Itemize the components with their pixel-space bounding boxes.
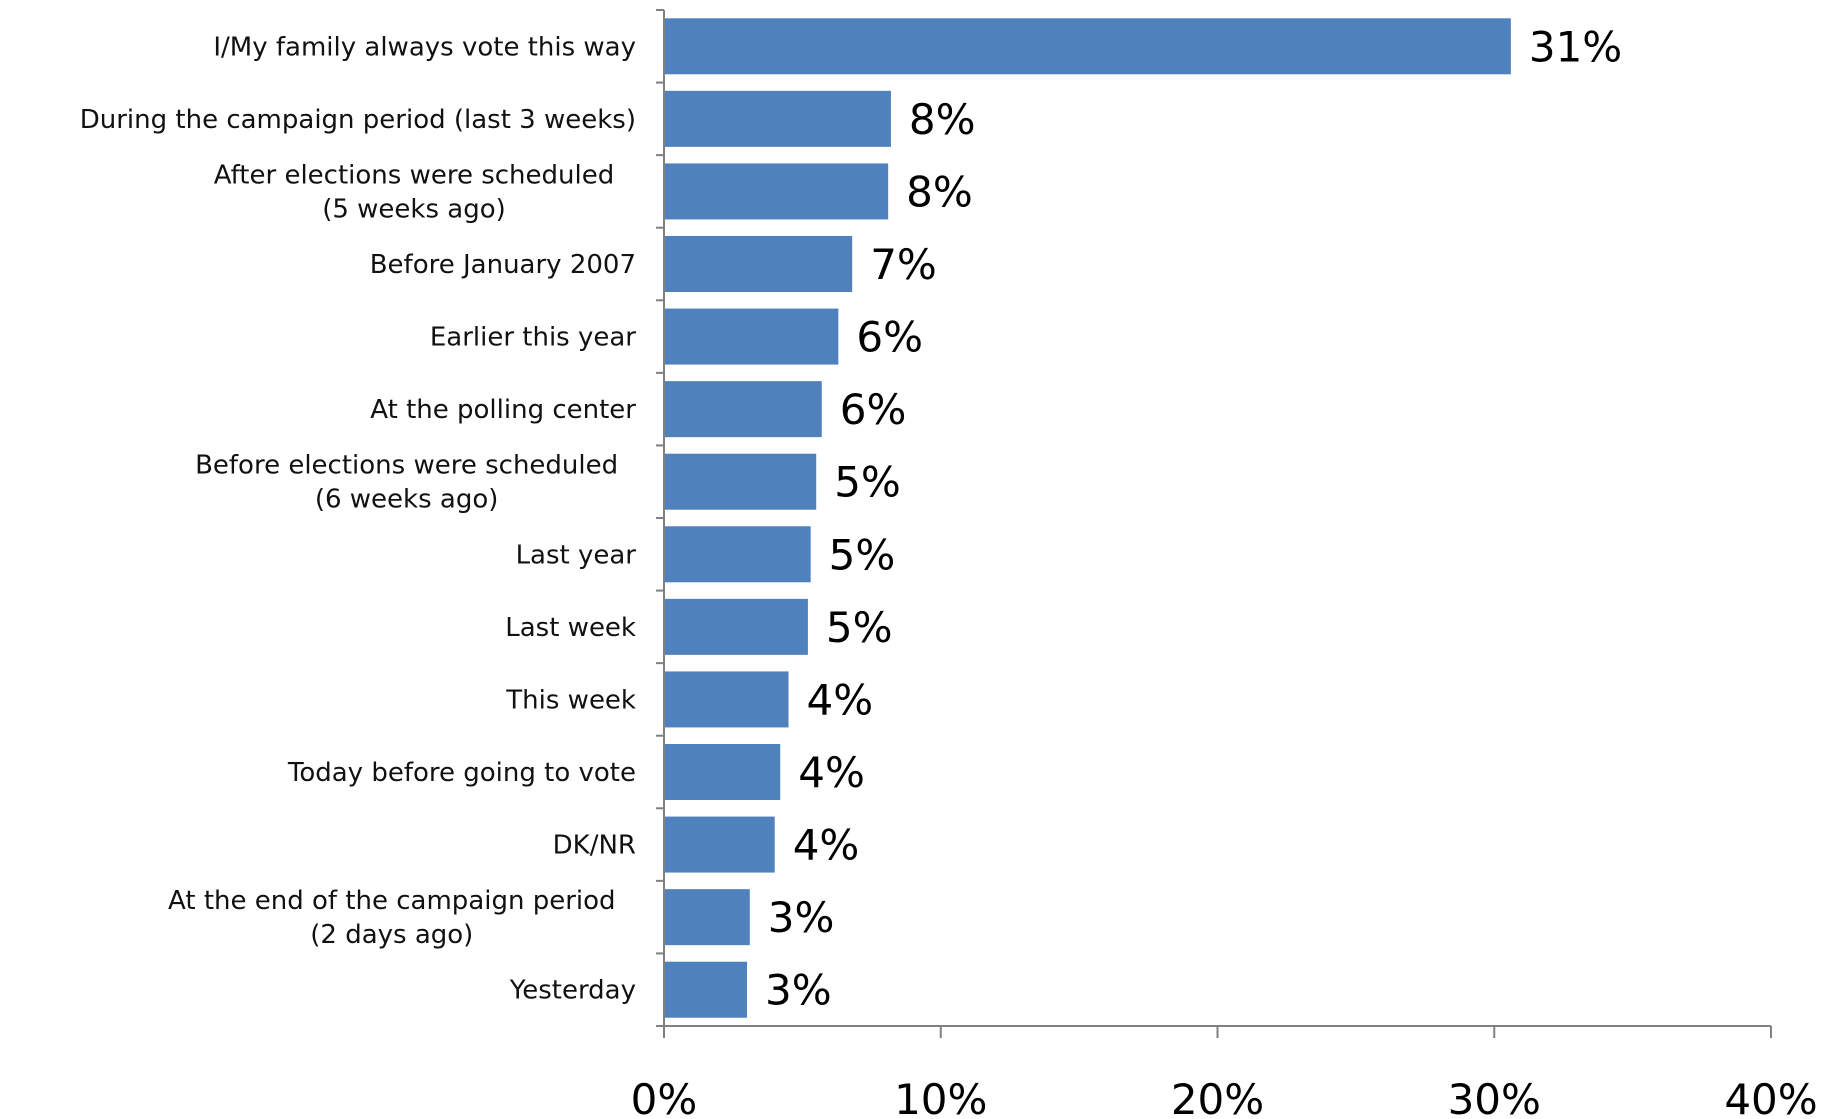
value-label: 8% bbox=[909, 95, 976, 144]
category-label: Last year bbox=[516, 540, 637, 570]
category-label: After elections were scheduled (5 weeks a… bbox=[214, 160, 615, 224]
category-label: Before January 2007 bbox=[370, 250, 636, 280]
category-label: Before elections were scheduled (6 weeks … bbox=[195, 451, 618, 515]
category-label: Earlier this year bbox=[430, 323, 636, 353]
category-label: Last week bbox=[505, 613, 636, 643]
bar-3 bbox=[665, 236, 853, 292]
bars-layer bbox=[665, 18, 1511, 1018]
category-label: This week bbox=[505, 685, 636, 715]
x-tick-label: 30% bbox=[1448, 1075, 1541, 1119]
value-label: 5% bbox=[829, 530, 896, 579]
x-axis-ticks: 0% 10% 20% 30% 40% bbox=[631, 9, 1818, 1119]
x-tick-label: 40% bbox=[1724, 1075, 1817, 1119]
x-tick-label: 0% bbox=[631, 1075, 698, 1119]
bar-10 bbox=[665, 744, 781, 800]
bar-11 bbox=[665, 816, 775, 873]
value-label: 31% bbox=[1529, 22, 1622, 71]
category-label: Yesterday bbox=[509, 976, 636, 1006]
bar-4 bbox=[665, 308, 839, 365]
category-label: DK/NR bbox=[553, 831, 636, 861]
value-label: 3% bbox=[765, 966, 832, 1015]
value-label: 5% bbox=[826, 603, 893, 652]
bar-0 bbox=[665, 18, 1511, 75]
category-labels: I/My family always vote this way During t… bbox=[80, 32, 637, 1005]
category-label: I/My family always vote this way bbox=[213, 32, 636, 62]
value-label: 4% bbox=[807, 675, 874, 724]
value-label: 6% bbox=[840, 385, 907, 434]
value-label: 8% bbox=[906, 167, 973, 216]
x-tick-label: 10% bbox=[894, 1075, 987, 1119]
category-label: At the polling center bbox=[370, 395, 636, 425]
value-label: 4% bbox=[793, 821, 860, 870]
bar-1 bbox=[665, 90, 891, 147]
value-label: 7% bbox=[870, 240, 937, 289]
value-label: 5% bbox=[834, 458, 901, 507]
bar-8 bbox=[665, 598, 808, 655]
value-label: 3% bbox=[768, 893, 835, 942]
x-tick-label: 20% bbox=[1171, 1075, 1264, 1119]
value-label: 6% bbox=[856, 313, 923, 362]
bar-9 bbox=[665, 671, 789, 728]
value-labels: 31% 8% 8% 7% 6% 6% 5% 5% 5% 4% 4% 4% 3% 3% bbox=[765, 22, 1622, 1014]
bar-2 bbox=[665, 163, 889, 220]
bar-5 bbox=[665, 381, 822, 438]
category-label: At the end of the campaign period (2 days… bbox=[168, 886, 616, 950]
bar-6 bbox=[665, 453, 817, 510]
value-label: 4% bbox=[798, 748, 865, 797]
category-label: Today before going to vote bbox=[287, 758, 636, 788]
bar-7 bbox=[665, 526, 811, 583]
category-label: During the campaign period (last 3 weeks… bbox=[80, 105, 636, 135]
bar-12 bbox=[665, 889, 750, 946]
bar-13 bbox=[665, 961, 748, 1018]
